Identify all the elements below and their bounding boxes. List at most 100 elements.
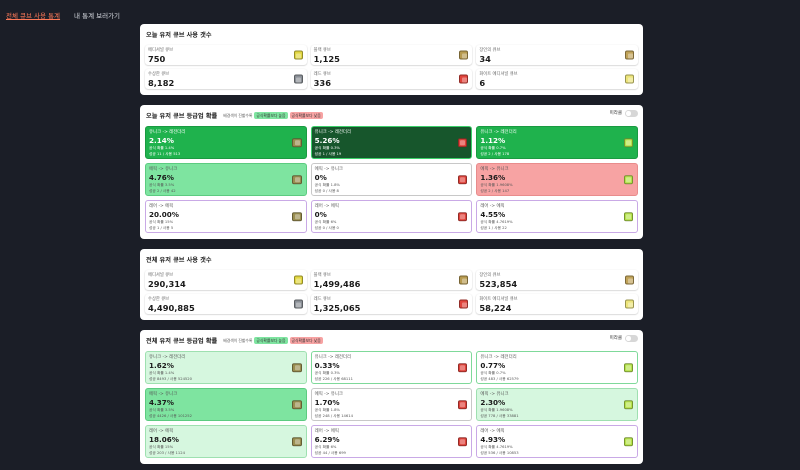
probability-card-percent: 1.36% [480,173,506,182]
probability-card-percent: 4.93% [480,435,506,444]
probability-card-counts: 성공 2 / 사용 42 [149,189,176,193]
probability-card-title: 레어 -> 에픽 [314,204,339,209]
probability-card-title: 에픽 -> 유니크 [480,392,509,397]
probability-card-official: 공식 확률 0.7% [480,371,506,375]
probability-card-title: 에픽 -> 유니크 [149,167,178,172]
miracle-toggle[interactable] [625,335,638,342]
yellow-cube-icon [293,50,303,60]
usage-card-value: 1,499,486 [313,279,361,289]
today-probability-header: 오늘 유저 큐브 등급업 확률 배경색이 진할수록 공식확률보다 높음 공식확률… [146,111,638,120]
usage-card-label: 에디셔널 큐브 [148,273,174,278]
probability-card: 유니크 -> 레전더리 5.26% 공식 확률 0.3% 성공 1 / 사용 19 [310,126,473,159]
probability-card-title: 에픽 -> 유니크 [314,167,343,172]
usage-card: 레드 큐브 1,325,065 [310,294,473,314]
color-legend: 배경색이 진할수록 공식확률보다 높음 공식확률보다 낮음 [223,112,323,119]
total-probability-title: 전체 유저 큐브 등급업 확률 [146,338,218,345]
probability-card-official: 공식 확률 1.4% [149,371,175,375]
white-additional-cube-icon [625,299,634,309]
probability-card-title: 유니크 -> 레전더리 [314,355,351,360]
probability-card-percent: 20.00% [149,210,179,219]
probability-card-counts: 성공 1 / 사용 19 [314,152,342,156]
usage-card-value: 58,224 [479,303,512,313]
probability-card-title: 레어 -> 에픽 [480,429,505,434]
usage-card: 에디셔널 큐브 290,314 [145,270,307,290]
usage-card-label: 화이트 에디셔널 큐브 [479,297,518,302]
probability-card-official: 공식 확률 4.7619% [480,445,513,449]
nav-link-my-stats[interactable]: 내 통계 보러가기 [74,12,121,20]
probability-card-title: 에픽 -> 유니크 [480,167,509,172]
probability-card-counts: 성공 483 / 사용 62579 [480,377,519,381]
usage-card: 장인의 큐브 523,854 [476,270,638,290]
probability-card-official: 공식 확률 6% [314,220,337,224]
probability-card-percent: 0.33% [314,361,340,370]
total-usage-title: 전체 유저 큐브 사용 갯수 [146,257,212,264]
lime-cube-icon [623,137,633,148]
usage-card: 에디셔널 큐브 750 [145,45,307,65]
usage-card-label: 블랙 큐브 [313,48,331,53]
usage-card-value: 4,490,885 [148,303,195,313]
usage-card-value: 523,854 [479,279,518,289]
usage-card-value: 6 [479,78,486,88]
probability-card-official: 공식 확률 3.5% [149,408,175,412]
probability-card: 레어 -> 에픽 4.93% 공식 확률 4.7619% 성공 536 / 사용 10… [476,425,638,458]
usage-card-value: 8,182 [148,78,175,88]
usage-card: 장인의 큐브 34 [476,45,638,65]
usage-card: 수상한 큐브 4,490,885 [145,294,307,314]
probability-card-title: 에픽 -> 유니크 [314,392,343,397]
usage-card: 레드 큐브 336 [310,69,473,89]
probability-card-official: 공식 확률 1.9608% [480,408,513,412]
probability-card-official: 공식 확률 1.4% [149,146,175,150]
red-cube-icon [459,74,469,84]
usage-card: 블랙 큐브 1,125 [310,45,473,65]
usage-card-value: 336 [313,78,331,88]
probability-card: 에픽 -> 유니크 4.37% 공식 확률 3.5% 성공 4426 / 사용 101… [145,388,307,421]
probability-card: 에픽 -> 유니크 1.70% 공식 확률 1.8% 성공 248 / 사용 1461… [310,388,473,421]
probability-card-title: 유니크 -> 레전더리 [480,130,517,135]
probability-card: 에픽 -> 유니크 1.36% 공식 확률 1.9608% 성공 2 / 사용 147 [476,163,638,196]
usage-card-value: 290,314 [148,279,186,289]
probability-card: 유니크 -> 레전더리 1.62% 공식 확률 1.4% 성공 8493 / 사용 5… [145,351,307,384]
usage-card-value: 750 [148,54,166,64]
lime-cube-icon [623,211,633,222]
legend-lower-tag: 공식확률보다 낮음 [289,112,323,119]
probability-card-counts: 성공 8493 / 사용 524520 [149,377,192,381]
probability-card-counts: 성공 44 / 사용 699 [314,451,346,455]
probability-card-counts: 성공 4426 / 사용 101252 [149,414,192,418]
today-usage-title: 오늘 유저 큐브 사용 갯수 [146,32,212,39]
probability-card: 에픽 -> 유니크 2.30% 공식 확률 1.9608% 성공 778 / 사용 3… [476,388,638,421]
probability-card-title: 유니크 -> 레전더리 [480,355,517,360]
probability-card-official: 공식 확률 1.9608% [480,183,513,187]
miracle-toggle-label: 미라클 [609,336,622,342]
probability-card: 레어 -> 에픽 18.06% 공식 확률 15% 성공 203 / 사용 1124 [145,425,307,458]
probability-card-percent: 2.30% [480,398,506,407]
usage-card-label: 레드 큐브 [313,72,331,77]
probability-card-official: 공식 확률 0.3% [314,146,340,150]
gold-cube-icon [292,174,302,185]
probability-card-title: 유니크 -> 레전더리 [149,130,186,135]
lime-cube-icon [623,436,633,447]
legend-higher-tag: 공식확률보다 높음 [254,337,288,344]
usage-card-label: 화이트 에디셔널 큐브 [479,72,518,77]
today-probability-title: 오늘 유저 큐브 등급업 확률 [146,113,218,120]
artisan-cube-icon [625,275,634,285]
gold-cube-icon [292,137,302,148]
usage-card-label: 장인의 큐브 [479,48,501,53]
probability-card-counts: 성공 226 / 사용 68111 [314,377,353,381]
probability-card: 레어 -> 에픽 20.00% 공식 확률 15% 성공 1 / 사용 5 [145,200,307,233]
probability-card-percent: 0% [314,173,327,182]
probability-card-official: 공식 확률 0.3% [314,371,340,375]
probability-card: 유니크 -> 레전더리 0.77% 공식 확률 0.7% 성공 483 / 사용 62… [476,351,638,384]
gold-cube-icon [292,399,302,410]
miracle-toggle[interactable] [625,110,638,117]
total-usage-panel: 전체 유저 큐브 사용 갯수 에디셔널 큐브 290,314 블랙 큐브 1,499,… [140,249,643,320]
gold-cube-icon [292,362,302,373]
nav-tab-total-stats[interactable]: 전체 큐브 사용 통계 [6,12,61,20]
probability-card-counts: 성공 778 / 사용 33881 [480,414,519,418]
usage-card-label: 수상한 큐브 [148,72,170,77]
probability-card-counts: 성공 2 / 사용 178 [480,152,510,156]
probability-card-counts: 성공 536 / 사용 10853 [480,451,519,455]
today-probability-grid: 유니크 -> 레전더리 2.14% 공식 확률 1.4% 성공 11 / 사용 513… [145,126,638,233]
probability-card: 레어 -> 에픽 0% 공식 확률 6% 성공 0 / 사용 0 [310,200,473,233]
gold-cube-icon [292,436,302,447]
usage-card-label: 블랙 큐브 [313,273,331,278]
